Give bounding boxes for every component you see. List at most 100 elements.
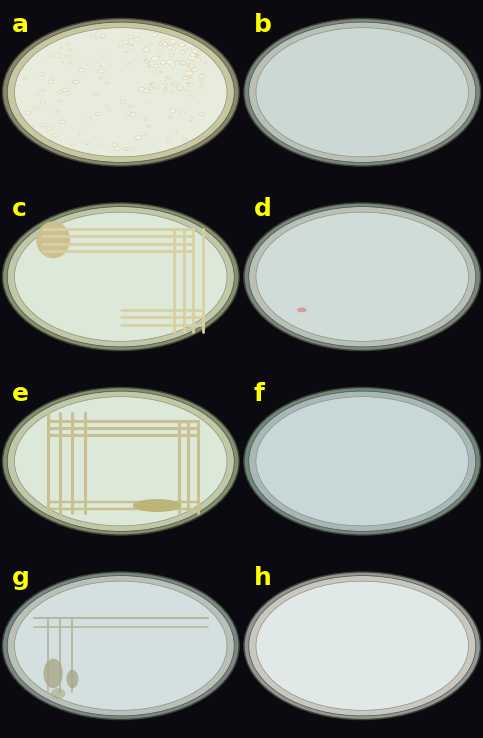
Ellipse shape (158, 46, 162, 49)
Ellipse shape (142, 89, 149, 92)
Ellipse shape (244, 387, 481, 535)
Text: g: g (12, 567, 30, 590)
Ellipse shape (186, 61, 191, 63)
Ellipse shape (183, 77, 188, 80)
Ellipse shape (41, 89, 45, 92)
Ellipse shape (53, 133, 59, 137)
Ellipse shape (180, 62, 185, 64)
Ellipse shape (98, 144, 102, 147)
Ellipse shape (188, 48, 191, 50)
Ellipse shape (59, 100, 62, 102)
Ellipse shape (144, 49, 149, 52)
Ellipse shape (143, 57, 147, 60)
Ellipse shape (59, 120, 65, 124)
Ellipse shape (171, 48, 176, 51)
Ellipse shape (150, 44, 153, 45)
Ellipse shape (170, 62, 176, 66)
Ellipse shape (204, 62, 207, 64)
Ellipse shape (197, 87, 203, 90)
Ellipse shape (167, 42, 172, 45)
Ellipse shape (132, 148, 137, 151)
Ellipse shape (2, 572, 239, 720)
Ellipse shape (163, 42, 169, 46)
Ellipse shape (189, 55, 196, 60)
Ellipse shape (170, 83, 172, 85)
Ellipse shape (99, 77, 102, 80)
Ellipse shape (35, 92, 40, 95)
Ellipse shape (124, 148, 130, 151)
Ellipse shape (79, 69, 85, 72)
Ellipse shape (142, 133, 147, 136)
Ellipse shape (194, 58, 201, 63)
Ellipse shape (200, 79, 204, 81)
Ellipse shape (185, 71, 192, 75)
Ellipse shape (152, 33, 157, 37)
Ellipse shape (169, 54, 173, 56)
Ellipse shape (256, 213, 469, 341)
Ellipse shape (2, 18, 239, 166)
Ellipse shape (158, 43, 162, 45)
Text: f: f (254, 382, 265, 406)
Ellipse shape (170, 90, 174, 93)
Ellipse shape (128, 46, 134, 49)
Ellipse shape (170, 108, 176, 112)
Ellipse shape (85, 142, 89, 145)
Ellipse shape (175, 132, 177, 134)
Ellipse shape (160, 61, 166, 64)
Ellipse shape (14, 27, 227, 157)
Ellipse shape (174, 44, 176, 45)
Ellipse shape (169, 117, 173, 119)
Text: a: a (12, 13, 29, 37)
Ellipse shape (120, 100, 126, 103)
Ellipse shape (189, 116, 193, 117)
Ellipse shape (188, 64, 194, 68)
Ellipse shape (122, 40, 128, 44)
Ellipse shape (2, 387, 239, 535)
Ellipse shape (174, 82, 179, 85)
Ellipse shape (133, 499, 181, 512)
Ellipse shape (47, 126, 53, 130)
Ellipse shape (167, 43, 170, 45)
Ellipse shape (7, 576, 234, 716)
Ellipse shape (51, 688, 65, 700)
Ellipse shape (55, 54, 61, 58)
Ellipse shape (23, 77, 27, 80)
Ellipse shape (249, 576, 476, 716)
Ellipse shape (160, 41, 165, 44)
Ellipse shape (48, 80, 54, 83)
Ellipse shape (61, 47, 63, 48)
Ellipse shape (197, 53, 199, 55)
Ellipse shape (72, 80, 79, 84)
Ellipse shape (125, 111, 132, 116)
Ellipse shape (36, 221, 70, 258)
Ellipse shape (249, 207, 476, 347)
Ellipse shape (145, 100, 150, 103)
Ellipse shape (14, 582, 227, 710)
Ellipse shape (186, 70, 193, 74)
Ellipse shape (297, 308, 307, 312)
Ellipse shape (7, 22, 234, 162)
Ellipse shape (180, 51, 185, 54)
Ellipse shape (71, 55, 73, 57)
Ellipse shape (190, 77, 192, 78)
Ellipse shape (186, 82, 189, 84)
Ellipse shape (147, 64, 150, 66)
Ellipse shape (14, 397, 227, 525)
Ellipse shape (105, 82, 109, 84)
Ellipse shape (192, 49, 198, 53)
Ellipse shape (179, 61, 185, 63)
Ellipse shape (160, 80, 166, 83)
Ellipse shape (249, 22, 476, 162)
Ellipse shape (43, 658, 63, 688)
Ellipse shape (14, 213, 227, 341)
Ellipse shape (7, 207, 234, 347)
Ellipse shape (98, 69, 104, 73)
Ellipse shape (151, 56, 158, 61)
Ellipse shape (135, 136, 142, 139)
Ellipse shape (112, 144, 117, 146)
Ellipse shape (196, 52, 201, 55)
Text: h: h (254, 567, 271, 590)
Ellipse shape (186, 64, 190, 67)
Ellipse shape (188, 96, 193, 98)
Ellipse shape (192, 58, 198, 61)
